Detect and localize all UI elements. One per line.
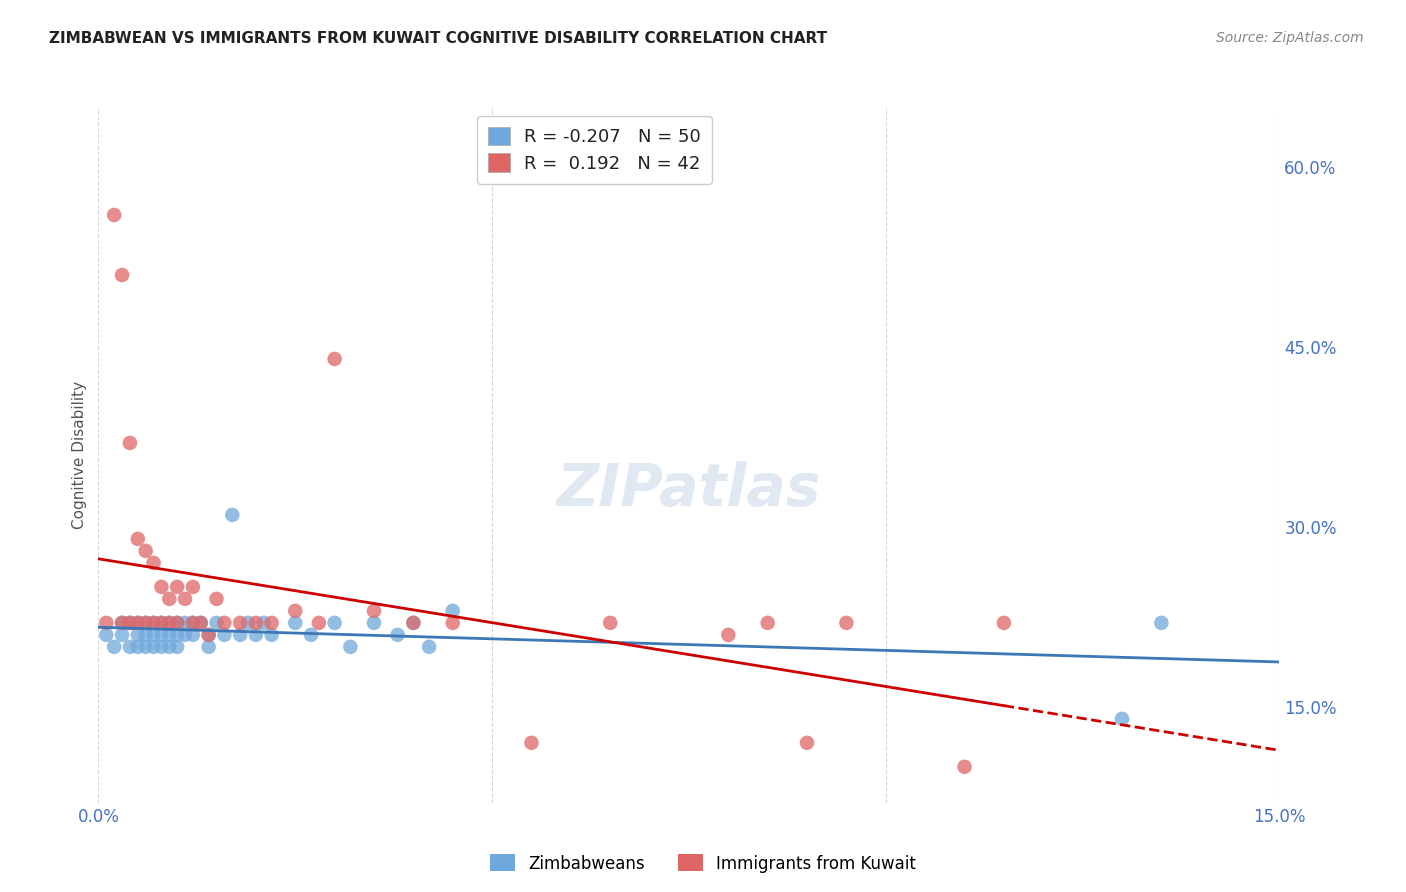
Point [166,580,188,594]
Point [157,640,180,654]
Point [150,580,173,594]
Point [135,544,157,558]
Point [197,628,219,642]
Point [387,628,409,642]
Point [127,615,149,630]
Point [441,615,464,630]
Point [197,640,219,654]
Point [127,628,149,642]
Point [118,640,141,654]
Point [323,615,346,630]
Point [339,640,361,654]
Point [111,615,134,630]
Point [174,628,197,642]
Point [197,628,219,642]
Point [214,628,236,642]
Point [717,628,740,642]
Legend: Zimbabweans, Immigrants from Kuwait: Zimbabweans, Immigrants from Kuwait [484,847,922,880]
Point [142,556,165,570]
Point [96,628,118,642]
Point [181,615,204,630]
Text: ZIMBABWEAN VS IMMIGRANTS FROM KUWAIT COGNITIVE DISABILITY CORRELATION CHART: ZIMBABWEAN VS IMMIGRANTS FROM KUWAIT COG… [49,31,827,46]
Point [190,615,212,630]
Point [205,591,228,606]
Point [111,268,134,282]
Point [157,615,180,630]
Point [299,628,322,642]
Point [127,615,149,630]
Point [135,615,157,630]
Point [103,640,125,654]
Point [118,436,141,450]
Point [236,615,259,630]
Point [441,604,464,618]
Point [127,640,149,654]
Point [127,532,149,546]
Point [363,615,385,630]
Point [118,615,141,630]
Point [284,615,307,630]
Point [229,615,252,630]
Point [118,615,141,630]
Point [181,628,204,642]
Point [260,628,283,642]
Point [174,615,197,630]
Point [756,615,779,630]
Point [142,615,165,630]
Point [214,615,236,630]
Point [166,615,188,630]
Point [111,615,134,630]
Point [150,615,173,630]
Text: Source: ZipAtlas.com: Source: ZipAtlas.com [1216,31,1364,45]
Point [520,736,543,750]
Point [284,604,307,618]
Point [166,615,188,630]
Point [142,640,165,654]
Point [111,628,134,642]
Point [205,615,228,630]
Point [260,615,283,630]
Y-axis label: Cognitive Disability: Cognitive Disability [72,381,87,529]
Point [253,615,276,630]
Point [135,640,157,654]
Point [323,351,346,366]
Point [157,615,180,630]
Point [796,736,818,750]
Point [135,615,157,630]
Point [402,615,425,630]
Point [142,615,165,630]
Point [221,508,243,522]
Point [229,628,252,642]
Point [150,640,173,654]
Point [103,208,125,222]
Point [157,628,180,642]
Point [190,615,212,630]
Point [1150,615,1173,630]
Point [599,615,621,630]
Point [993,615,1015,630]
Point [166,628,188,642]
Point [135,628,157,642]
Point [150,615,173,630]
Point [245,615,267,630]
Point [1111,712,1133,726]
Point [157,591,180,606]
Point [418,640,440,654]
Point [174,591,197,606]
Point [142,628,165,642]
Text: ZIPatlas: ZIPatlas [557,461,821,518]
Point [150,628,173,642]
Point [245,628,267,642]
Point [166,640,188,654]
Legend: R = -0.207   N = 50, R =  0.192   N = 42: R = -0.207 N = 50, R = 0.192 N = 42 [477,116,711,184]
Point [96,615,118,630]
Point [308,615,330,630]
Point [953,760,976,774]
Point [402,615,425,630]
Point [181,615,204,630]
Point [835,615,858,630]
Point [181,580,204,594]
Point [363,604,385,618]
